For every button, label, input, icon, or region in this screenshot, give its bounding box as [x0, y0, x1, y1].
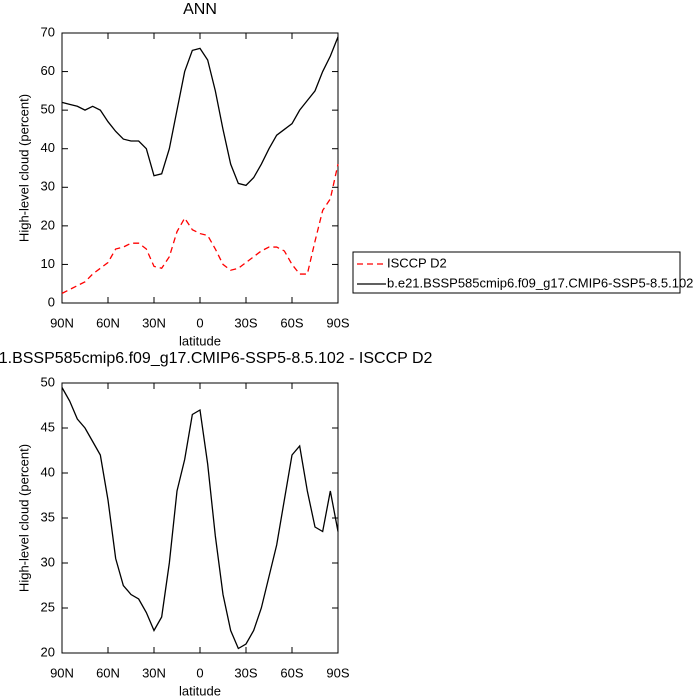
x-tick-label: 90S	[326, 665, 349, 680]
chart-title: ANN	[183, 1, 217, 18]
y-tick-label: 35	[41, 509, 55, 524]
legend-box	[352, 251, 681, 294]
chart-title: b.e21.BSSP585cmip6.f09_g17.CMIP6-SSP5-8.…	[0, 350, 433, 367]
x-tick-label: 30S	[234, 665, 257, 680]
legend-label: ISCCP D2	[387, 255, 447, 270]
data-line	[61, 387, 339, 650]
y-tick-label: 30	[41, 179, 55, 194]
y-tick-label: 40	[41, 140, 55, 155]
y-axis-label: High-level cloud (percent)	[16, 444, 31, 592]
plot-frame	[61, 382, 339, 654]
x-tick-label: 30N	[142, 315, 166, 330]
data-line	[61, 163, 339, 294]
x-tick-label: 90S	[326, 315, 349, 330]
x-tick-label: 60S	[280, 665, 303, 680]
x-tick-label: 0	[196, 665, 203, 680]
y-tick-label: 20	[41, 644, 55, 659]
x-tick-label: 90N	[50, 315, 74, 330]
y-tick-label: 10	[41, 256, 55, 271]
legend-label: b.e21.BSSP585cmip6.f09_g17.CMIP6-SSP5-8.…	[387, 275, 693, 290]
x-tick-label: 60S	[280, 315, 303, 330]
y-tick-label: 0	[48, 294, 55, 309]
x-axis-label: latitude	[179, 333, 221, 348]
y-tick-label: 70	[41, 24, 55, 39]
x-tick-label: 30S	[234, 315, 257, 330]
y-tick-label: 20	[41, 217, 55, 232]
x-tick-label: 90N	[50, 665, 74, 680]
y-tick-label: 45	[41, 419, 55, 434]
y-tick-label: 50	[41, 102, 55, 117]
x-axis-label: latitude	[179, 683, 221, 698]
x-tick-label: 60N	[96, 315, 120, 330]
y-axis-label: High-level cloud (percent)	[16, 94, 31, 242]
x-tick-label: 60N	[96, 665, 120, 680]
y-tick-label: 25	[41, 599, 55, 614]
plot-frame	[61, 32, 339, 304]
x-tick-label: 30N	[142, 665, 166, 680]
data-line	[61, 36, 339, 187]
y-tick-label: 50	[41, 374, 55, 389]
x-tick-label: 0	[196, 315, 203, 330]
y-tick-label: 30	[41, 554, 55, 569]
y-tick-label: 60	[41, 63, 55, 78]
y-tick-label: 40	[41, 464, 55, 479]
